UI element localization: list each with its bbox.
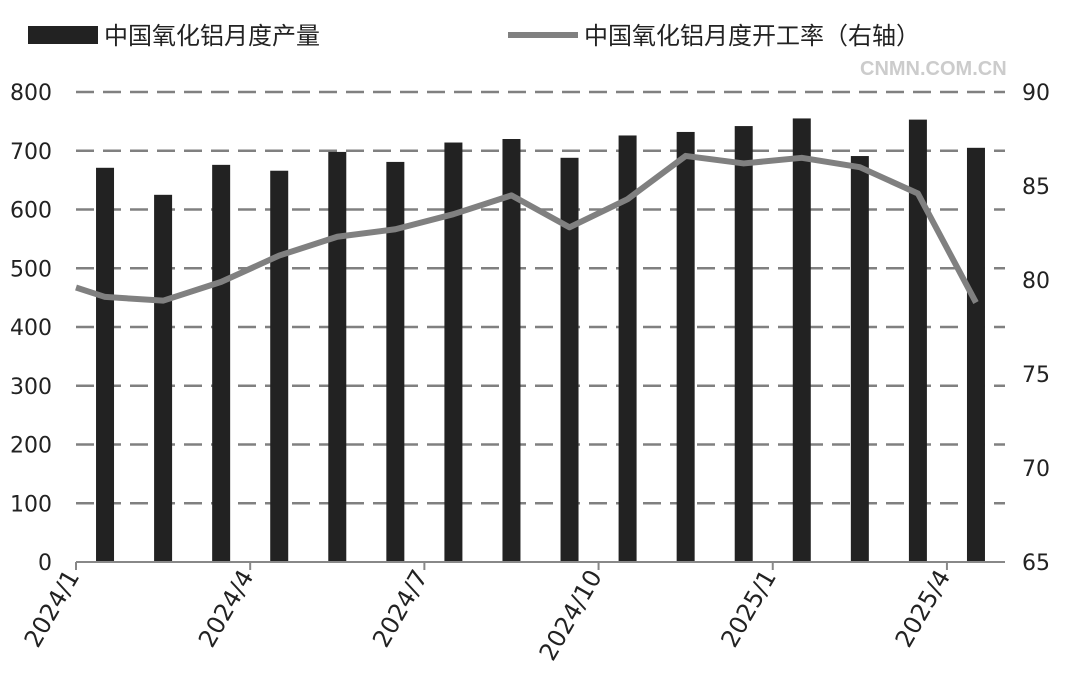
bar — [908, 119, 927, 563]
bar — [154, 194, 173, 562]
legend-bar-swatch — [28, 26, 98, 44]
y-tick-label: 300 — [10, 375, 52, 400]
x-tick-label: 2024/1 — [19, 565, 85, 652]
x-tick-label: 2024/4 — [193, 565, 259, 652]
line-series — [75, 152, 979, 304]
y-tick-label: 600 — [10, 199, 52, 224]
y2-tick-label: 70 — [1022, 457, 1050, 482]
bar — [444, 142, 463, 562]
bar — [386, 161, 405, 562]
bar — [560, 157, 579, 563]
y2-tick-label: 85 — [1022, 175, 1050, 200]
bar — [502, 139, 521, 562]
bar — [328, 151, 347, 563]
bar — [850, 156, 869, 562]
y2-tick-label: 75 — [1022, 363, 1050, 388]
bar — [270, 170, 289, 562]
bar — [676, 131, 695, 562]
x-tick-label: 2025/4 — [890, 565, 956, 652]
legend-line-label: 中国氧化铝月度开工率（右轴） — [584, 22, 920, 50]
y2-tick-label: 80 — [1022, 269, 1050, 294]
bar — [212, 164, 231, 562]
y2-tick-label: 65 — [1022, 551, 1050, 576]
y-tick-label: 200 — [10, 434, 52, 459]
x-tick-label: 2025/1 — [715, 565, 781, 652]
y-tick-label: 400 — [10, 316, 52, 341]
y-tick-label: 500 — [10, 257, 52, 282]
y-tick-label: 100 — [10, 492, 52, 517]
bar — [966, 147, 985, 562]
bar — [734, 126, 753, 562]
x-tick-label: 2024/7 — [367, 565, 433, 652]
y-tick-label: 700 — [10, 140, 52, 165]
legend-bar-label: 中国氧化铝月度产量 — [104, 22, 320, 50]
watermark: CNMN.COM.CN — [860, 58, 1007, 80]
bar — [618, 135, 637, 562]
bar — [792, 118, 811, 562]
bar — [96, 167, 115, 562]
y-tick-label: 800 — [10, 81, 52, 106]
y-tick-label: 0 — [38, 551, 52, 576]
x-tick-label: 2024/10 — [534, 565, 608, 665]
y2-tick-label: 90 — [1022, 81, 1050, 106]
